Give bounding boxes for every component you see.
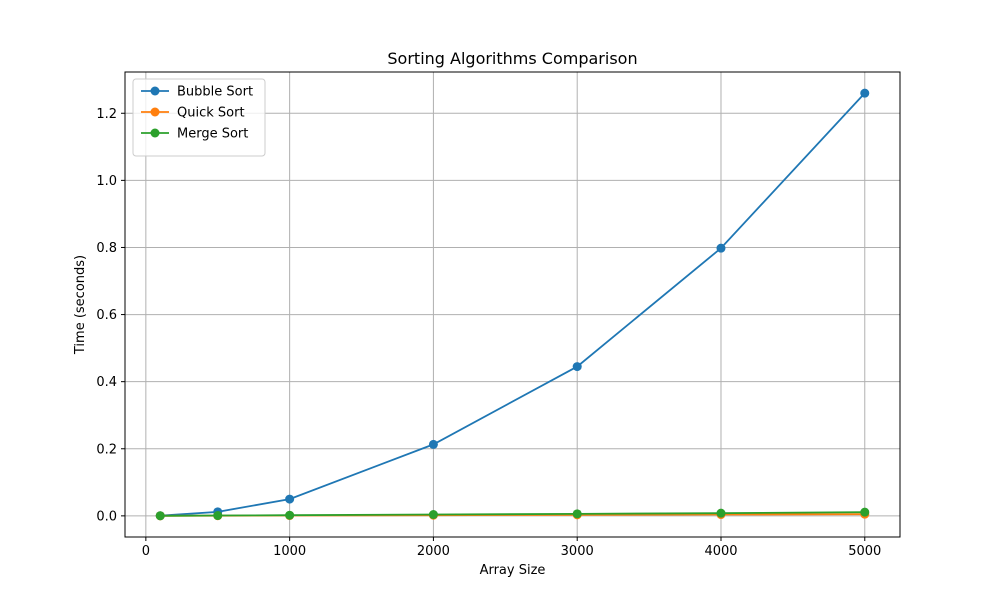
x-axis-label: Array Size (480, 563, 546, 578)
merge-sort-point (572, 509, 582, 519)
axis-ticks: 0 1000 2000 3000 4000 5000 0.0 0.2 0.4 0.6 0.8 1.0 1… (96, 107, 881, 559)
x-tick-label: 2000 (417, 544, 450, 559)
y-tick-label: 0.2 (96, 442, 117, 457)
bubble-sort-legend-label: Bubble Sort (177, 85, 253, 100)
legend: Bubble Sort Quick Sort Merge Sort (132, 78, 266, 157)
y-tick-label: 0.8 (96, 241, 117, 256)
plot-frame (124, 71, 901, 538)
merge-sort-point (428, 510, 438, 520)
x-tick-label: 1000 (273, 544, 306, 559)
x-tick-label: 5000 (848, 544, 881, 559)
merge-sort-point (860, 507, 870, 517)
merge-sort-point (213, 511, 223, 521)
grid (125, 72, 900, 537)
x-tick-label: 0 (142, 544, 150, 559)
bubble-sort-legend-marker (150, 86, 160, 96)
legend-box (132, 78, 266, 157)
merge-sort-legend-label: Merge Sort (177, 127, 248, 142)
y-tick-label: 1.2 (96, 107, 117, 122)
bubble-sort-point (428, 439, 438, 449)
chart-title: Sorting Algorithms Comparison (387, 49, 637, 68)
x-tick-label: 4000 (704, 544, 737, 559)
bubble-sort-line (160, 92, 866, 517)
bubble-sort-point (572, 362, 582, 372)
quick-sort-legend-label: Quick Sort (177, 106, 245, 121)
x-tick-label: 3000 (561, 544, 594, 559)
merge-sort-point (285, 510, 295, 520)
bubble-sort-point (716, 243, 726, 253)
y-tick-label: 0.6 (96, 308, 117, 323)
y-tick-label: 0.4 (96, 375, 117, 390)
quick-sort-legend-marker (150, 107, 160, 117)
bubble-sort-point (860, 88, 870, 98)
bubble-sort-point (285, 494, 295, 504)
y-tick-label: 1.0 (96, 174, 117, 189)
merge-sort-legend-marker (150, 128, 160, 138)
y-tick-label: 0.0 (96, 509, 117, 524)
merge-sort-point (155, 511, 165, 521)
y-axis-label: Time (seconds) (73, 255, 88, 355)
merge-sort-point (716, 508, 726, 518)
series-lines (155, 88, 870, 521)
